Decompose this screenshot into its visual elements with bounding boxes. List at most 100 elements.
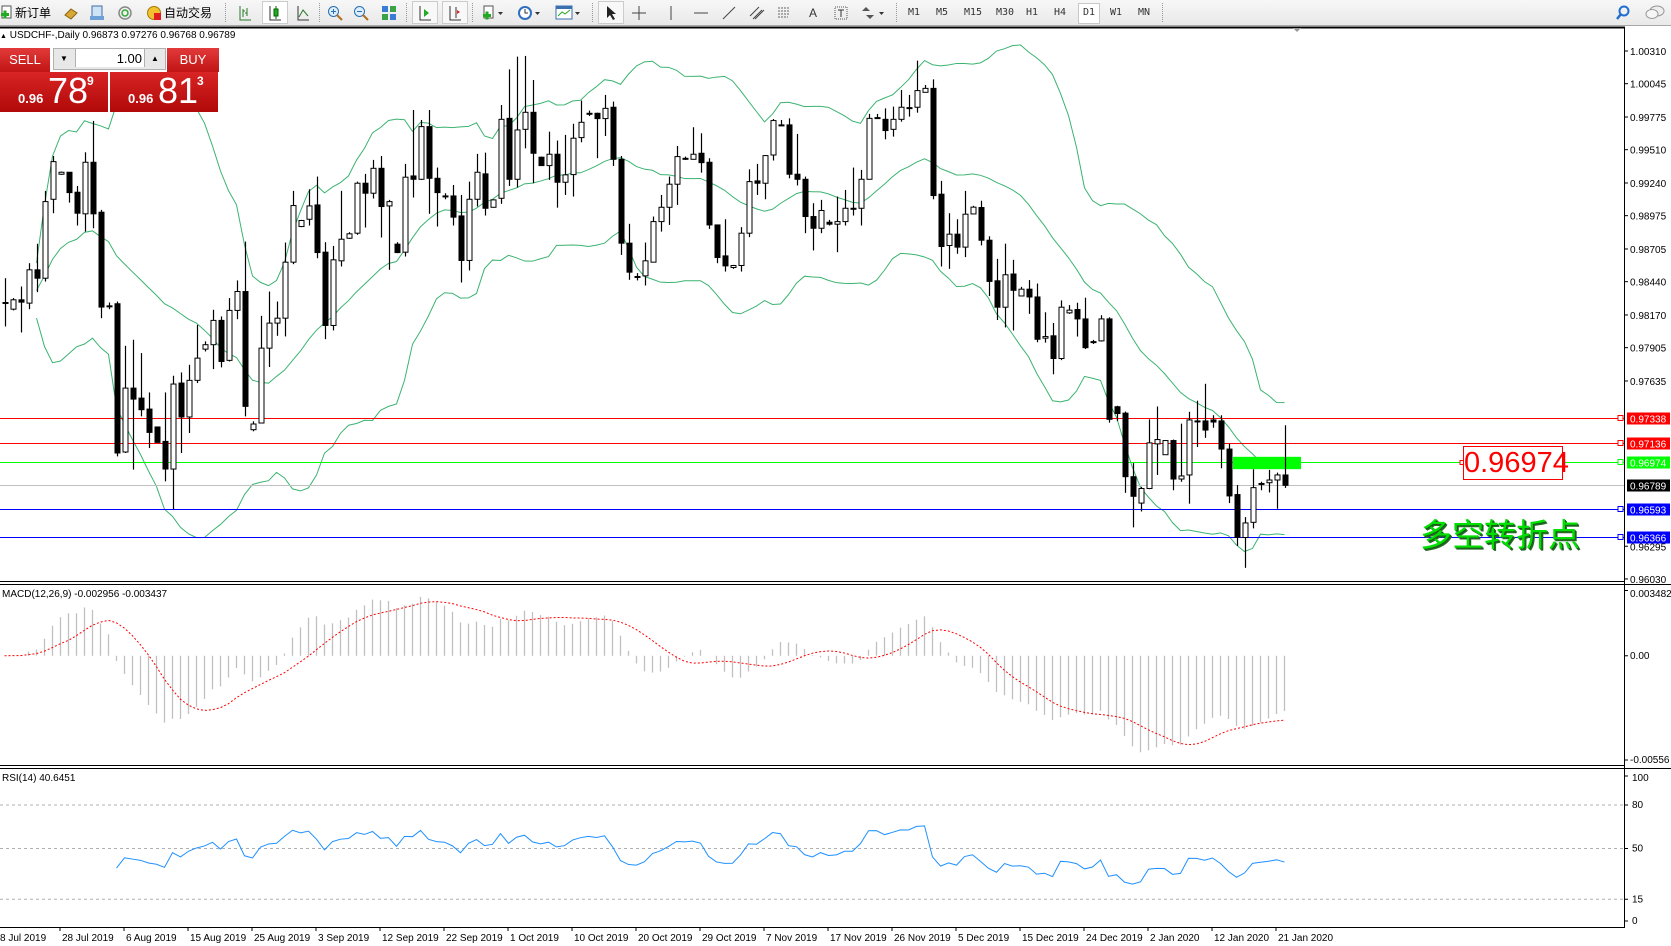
crosshair-tool-button[interactable] bbox=[628, 2, 650, 23]
market-watch-button[interactable] bbox=[60, 2, 82, 23]
line-anchor-handle[interactable] bbox=[1617, 534, 1624, 540]
trendline-tool-button[interactable] bbox=[718, 2, 740, 23]
horizontal-lines[interactable]: 0.97338 0.97136 0.96974 0.96789 0.96593 0.963… bbox=[0, 412, 1670, 545]
periods-button[interactable] bbox=[514, 2, 544, 23]
zoom-out-button[interactable] bbox=[350, 2, 372, 23]
candle-body-bull bbox=[890, 118, 897, 130]
chat-button[interactable] bbox=[1642, 2, 1668, 23]
timeframe-w1[interactable]: W1 bbox=[1110, 7, 1123, 18]
timeframe-m15[interactable]: M15 bbox=[964, 7, 983, 18]
candle-body-bear bbox=[1282, 474, 1289, 486]
new-order-button[interactable]: 新订单 bbox=[0, 2, 52, 23]
candle-body-bull bbox=[1138, 488, 1145, 504]
candle bbox=[1138, 486, 1145, 512]
sell-button[interactable]: SELL bbox=[0, 48, 50, 72]
timeframe-h4[interactable]: H4 bbox=[1054, 7, 1067, 18]
candle bbox=[994, 258, 1001, 321]
fibonacci-tool-button[interactable] bbox=[774, 2, 796, 23]
search-button[interactable] bbox=[1612, 2, 1634, 23]
vertical-line-icon bbox=[663, 5, 679, 21]
price-tick-label: 0.98170 bbox=[1630, 311, 1667, 322]
candle-body-bull bbox=[194, 357, 201, 381]
candle-body-bear bbox=[930, 87, 937, 197]
candle bbox=[1026, 280, 1033, 314]
clock-icon bbox=[517, 5, 541, 21]
bar-chart-button[interactable] bbox=[234, 2, 256, 23]
date-label: 3 Sep 2019 bbox=[318, 933, 370, 944]
symbol-timeframe: USDCHF-,Daily bbox=[9, 30, 80, 41]
candle-body-bear bbox=[802, 178, 809, 218]
line-anchor-handle[interactable] bbox=[1617, 415, 1624, 421]
candle bbox=[706, 158, 713, 229]
buy-button[interactable]: BUY bbox=[167, 48, 219, 72]
line-anchor-handle[interactable] bbox=[1617, 506, 1624, 512]
candle-body-bear bbox=[954, 233, 961, 248]
candle bbox=[738, 227, 745, 272]
vertical-line-tool-button[interactable] bbox=[660, 2, 682, 23]
indicators-button[interactable] bbox=[478, 2, 508, 23]
channel-tool-button[interactable] bbox=[746, 2, 768, 23]
candle-body-bull bbox=[522, 111, 529, 130]
timeframe-h1[interactable]: H1 bbox=[1026, 7, 1039, 18]
text-tool-button[interactable]: A bbox=[808, 5, 817, 20]
data-window-button[interactable] bbox=[86, 2, 108, 23]
lot-increase-button[interactable]: ▲ bbox=[151, 54, 159, 63]
timeframe-m1[interactable]: M1 bbox=[908, 7, 921, 18]
toolbar-separator bbox=[225, 3, 227, 22]
candle bbox=[922, 85, 929, 93]
price-label-annotation[interactable]: 0.96974 bbox=[1463, 446, 1569, 480]
timeframe-m30[interactable]: M30 bbox=[996, 7, 1015, 18]
candle-body-bear bbox=[138, 397, 145, 411]
candlestick-chart-button[interactable] bbox=[262, 1, 288, 24]
candle bbox=[1218, 415, 1225, 469]
candle-body-bull bbox=[418, 126, 425, 180]
tile-windows-button[interactable] bbox=[378, 2, 400, 23]
templates-button[interactable] bbox=[552, 2, 584, 23]
candle-body-bear bbox=[1234, 494, 1241, 538]
timeframe-d1[interactable]: D1 bbox=[1078, 3, 1101, 24]
line-anchor-handle[interactable] bbox=[1617, 459, 1624, 465]
green-rectangle[interactable] bbox=[1233, 456, 1301, 470]
timeframe-m5[interactable]: M5 bbox=[936, 7, 949, 18]
date-label: 7 Nov 2019 bbox=[766, 933, 818, 944]
date-label: 12 Sep 2019 bbox=[382, 933, 439, 944]
rectangle-object[interactable] bbox=[1233, 456, 1301, 470]
sell-price-prefix: 0.96 bbox=[18, 91, 44, 106]
candle-body-bear bbox=[1114, 406, 1121, 415]
signals-button[interactable] bbox=[114, 2, 136, 23]
bollinger-middle bbox=[36, 157, 1285, 470]
lot-decrease-button[interactable]: ▼ bbox=[60, 54, 68, 63]
candle-body-bear bbox=[90, 161, 97, 215]
buy-price-fraction: 3 bbox=[197, 74, 204, 88]
candle-body-bear bbox=[362, 182, 369, 194]
lot-size-input[interactable] bbox=[75, 49, 145, 67]
text-annotation[interactable]: 多空转折点 bbox=[1420, 516, 1581, 554]
buy-price-box[interactable]: 0.96 81 3 bbox=[110, 70, 218, 112]
timeframe-mn[interactable]: MN bbox=[1138, 7, 1151, 18]
text-label-tool-button[interactable] bbox=[830, 2, 852, 23]
bar-chart-icon bbox=[238, 5, 252, 21]
sell-price-box[interactable]: 0.96 78 9 bbox=[0, 70, 108, 112]
candle-body-bull bbox=[266, 322, 273, 349]
horizontal-line-tool-button[interactable] bbox=[690, 2, 712, 23]
candle-body-bear bbox=[482, 173, 489, 209]
candle-body-bull bbox=[1098, 318, 1105, 342]
candle-body-bull bbox=[250, 423, 257, 431]
candle-body-bull bbox=[210, 319, 217, 346]
chart-shift-button[interactable] bbox=[442, 1, 468, 24]
line-anchor-handle[interactable] bbox=[1617, 440, 1624, 446]
candle-body-bear bbox=[1130, 476, 1137, 497]
candle-body-bear bbox=[538, 156, 545, 167]
auto-trading-button[interactable]: 自动交易 bbox=[140, 2, 218, 23]
auto-scroll-button[interactable] bbox=[412, 1, 438, 24]
candle-body-bear bbox=[554, 153, 561, 183]
zoom-in-button[interactable] bbox=[324, 2, 346, 23]
macd-panel: MACD(12,26,9) -0.002956 -0.003437 0.0034… bbox=[2, 589, 1671, 766]
candle bbox=[1010, 259, 1017, 331]
arrows-tool-button[interactable] bbox=[858, 2, 888, 23]
candle bbox=[162, 392, 169, 482]
line-chart-button[interactable] bbox=[292, 2, 314, 23]
candle-body-bull bbox=[490, 199, 497, 208]
cursor-tool-button[interactable] bbox=[598, 1, 624, 24]
